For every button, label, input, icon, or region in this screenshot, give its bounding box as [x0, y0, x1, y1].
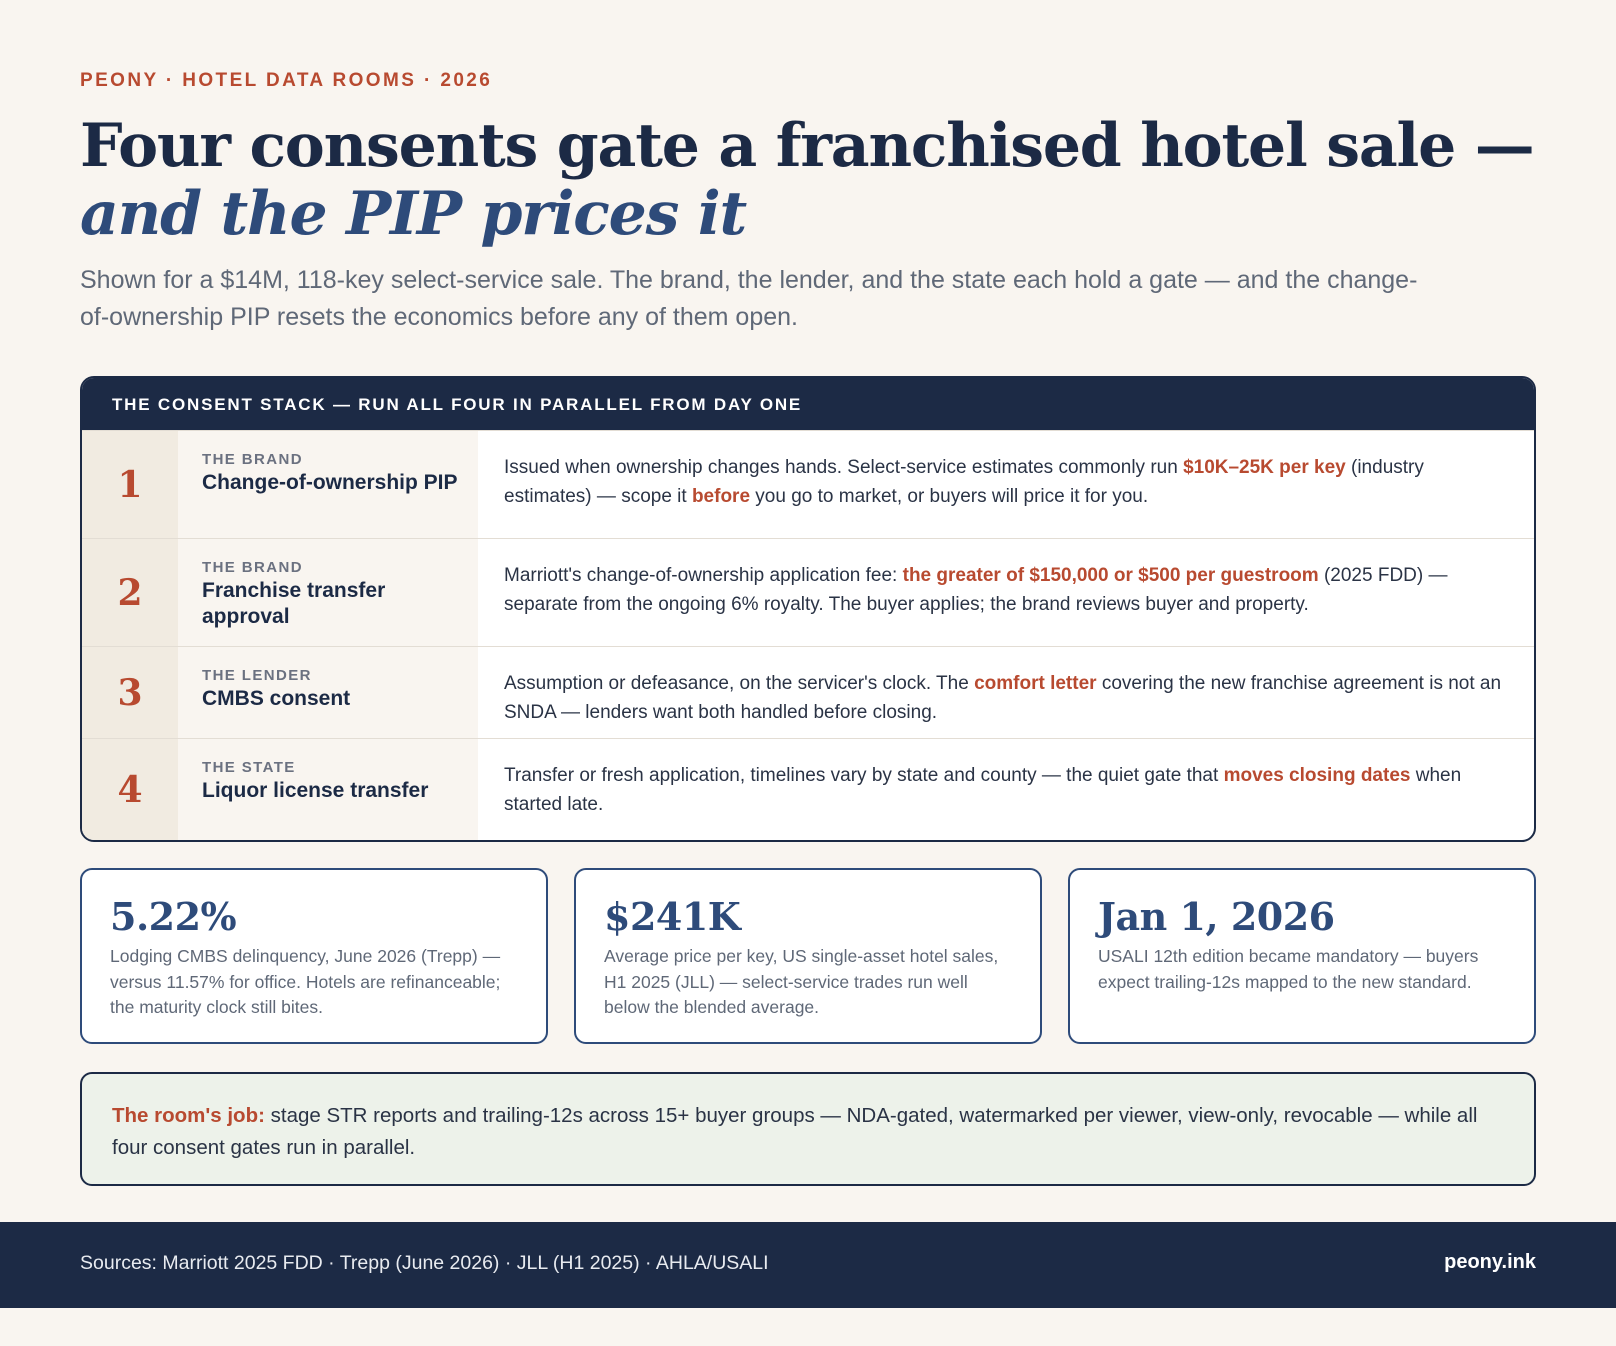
description-text: (industry estimates) — scope it	[504, 457, 1424, 507]
row-label: THE LENDER CMBS consent	[178, 647, 478, 738]
row-number: 1	[82, 431, 178, 538]
stat-card: Jan 1, 2026 USALI 12th edition became ma…	[1068, 868, 1536, 1044]
description-text: Issued when ownership changes hands. Sel…	[504, 457, 1184, 478]
description-text: Assumption or defeasance, on the service…	[504, 673, 975, 694]
row-title: Franchise transfer approval	[202, 579, 386, 628]
consent-row: 4 THE STATE Liquor license transfer Tran…	[82, 738, 1534, 840]
stat-value: 5.22%	[110, 894, 237, 939]
highlight-text: moves closing dates	[1223, 765, 1411, 786]
description-text: (2025 FDD) — separate from the ongoing 6…	[504, 565, 1448, 615]
row-owner: THE STATE	[202, 759, 296, 776]
row-title: Liquor license transfer	[202, 779, 429, 802]
description-text: Transfer or fresh application, timelines…	[504, 765, 1224, 786]
callout: The room's job: stage STR reports and tr…	[80, 1072, 1536, 1186]
row-description: Transfer or fresh application, timelines…	[478, 739, 1534, 840]
row-owner: THE LENDER	[202, 667, 312, 684]
description-text: when started late.	[504, 765, 1462, 815]
highlight-text: $10K–25K per key	[1183, 457, 1346, 478]
headline-line-2: and the PIP prices it	[80, 179, 747, 249]
consent-row: 3 THE LENDER CMBS consent Assumption or …	[82, 646, 1534, 738]
row-owner: THE BRAND	[202, 559, 303, 576]
row-owner: THE BRAND	[202, 451, 303, 468]
eyebrow: PEONY · HOTEL DATA ROOMS · 2026	[80, 70, 493, 91]
consent-row: 2 THE BRAND Franchise transfer approval …	[82, 538, 1534, 646]
footer: Sources: Marriott 2025 FDD · Trepp (June…	[0, 1222, 1616, 1308]
row-number: 4	[82, 739, 178, 840]
footer-sources: Sources: Marriott 2025 FDD · Trepp (June…	[80, 1252, 769, 1274]
highlight-text: comfort letter	[974, 673, 1097, 694]
row-title: Change-of-ownership PIP	[202, 471, 458, 494]
page-title: Four consents gate a franchised hotel sa…	[80, 112, 1560, 248]
row-description: Marriott's change-of-ownership applicati…	[478, 539, 1534, 646]
row-label: THE STATE Liquor license transfer	[178, 739, 478, 840]
consent-row: 1 THE BRAND Change-of-ownership PIP Issu…	[82, 430, 1534, 538]
highlight-text: before	[691, 486, 751, 507]
stat-value: $241K	[604, 894, 741, 939]
consent-stack-header: THE CONSENT STACK — RUN ALL FOUR IN PARA…	[82, 378, 1534, 430]
highlight-text: the greater of $150,000 or $500 per gues…	[902, 565, 1319, 586]
description-text: covering the new franchise agreement is …	[504, 673, 1502, 723]
description-text: you go to market, or buyers will price i…	[750, 486, 1149, 507]
row-number: 2	[82, 539, 178, 646]
row-description: Issued when ownership changes hands. Sel…	[478, 431, 1534, 538]
stat-value: Jan 1, 2026	[1098, 894, 1335, 939]
row-label: THE BRAND Change-of-ownership PIP	[178, 431, 478, 538]
consent-stack: THE CONSENT STACK — RUN ALL FOUR IN PARA…	[80, 376, 1536, 842]
stat-cards: 5.22% Lodging CMBS delinquency, June 202…	[80, 868, 1536, 1044]
row-description: Assumption or defeasance, on the service…	[478, 647, 1534, 738]
stat-card: $241K Average price per key, US single-a…	[574, 868, 1042, 1044]
row-number: 3	[82, 647, 178, 738]
stat-card: 5.22% Lodging CMBS delinquency, June 202…	[80, 868, 548, 1044]
row-label: THE BRAND Franchise transfer approval	[178, 539, 478, 646]
callout-lead: The room's job:	[112, 1104, 265, 1127]
stat-text: Average price per key, US single-asset h…	[604, 946, 999, 1017]
row-title: CMBS consent	[202, 687, 351, 710]
footer-site-link[interactable]: peony.ink	[1444, 1251, 1536, 1273]
callout-text: stage STR reports and trailing-12s acros…	[112, 1104, 1478, 1159]
stat-text: USALI 12th edition became mandatory — bu…	[1098, 946, 1479, 992]
headline-line-1: Four consents gate a franchised hotel sa…	[80, 111, 1535, 181]
description-text: Marriott's change-of-ownership applicati…	[504, 565, 903, 586]
subhead: Shown for a $14M, 118-key select-service…	[80, 266, 1418, 331]
stat-text: Lodging CMBS delinquency, June 2026 (Tre…	[110, 946, 501, 1017]
